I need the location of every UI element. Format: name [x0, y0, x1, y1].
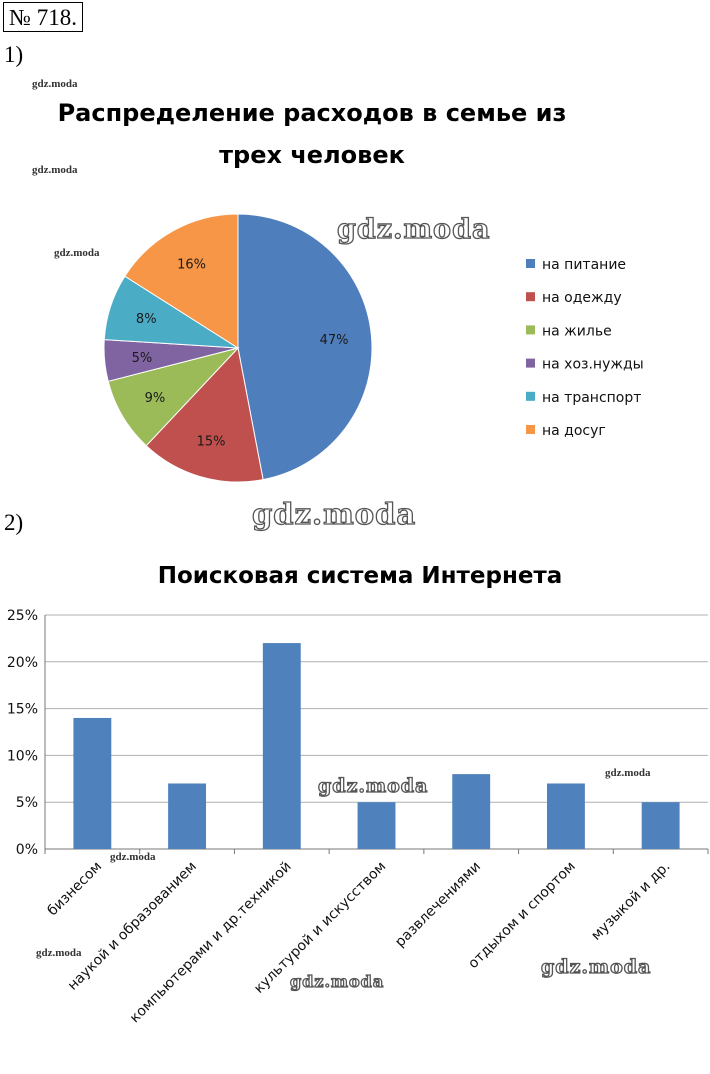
legend-marker [526, 391, 535, 401]
watermark-small: gdz.moda [110, 851, 156, 863]
legend-marker [526, 425, 535, 434]
legend-label: на досуг [542, 423, 606, 439]
bar-chart-title: Поисковая система Интернета [158, 563, 563, 589]
pie-data-label: 15% [197, 435, 226, 450]
legend-marker [526, 292, 535, 302]
legend-label: на жилье [542, 323, 612, 339]
legend-label: на транспорт [542, 390, 641, 406]
legend-marker [526, 325, 535, 335]
watermark-large: gdz.moda [317, 774, 429, 797]
bar [73, 717, 112, 849]
part-label-1: 1) [4, 42, 24, 67]
legend-label: на одежду [542, 290, 622, 306]
part-label-2: 2) [4, 510, 24, 535]
pie-chart: Распределение расходов в семье из трех че… [58, 99, 644, 483]
bar [452, 774, 491, 849]
y-tick-label: 0% [16, 842, 38, 858]
pie-chart-title: трех человек [219, 141, 405, 169]
pie-slice [145, 346, 264, 483]
pie-data-label: 5% [132, 351, 153, 366]
pie-data-label: 9% [145, 391, 166, 406]
x-category-label: музыкой и др. [588, 859, 673, 944]
watermark-small: gdz.moda [32, 164, 78, 176]
legend-marker [526, 358, 535, 368]
watermark-small: gdz.moda [605, 767, 651, 779]
bar [641, 802, 680, 849]
bar [168, 783, 207, 849]
legend-label: на хоз.нужды [542, 357, 644, 373]
watermark-small: gdz.moda [54, 247, 100, 259]
pie-data-label: 16% [177, 257, 206, 272]
x-category-label: развлечениями [392, 859, 484, 951]
pie-data-label: 8% [136, 312, 157, 327]
legend-marker [526, 259, 535, 268]
pie-slice [124, 213, 239, 349]
x-category-label: отдыхом и спортом [465, 859, 578, 972]
y-tick-label: 10% [7, 748, 38, 764]
y-tick-label: 15% [7, 702, 38, 718]
bar [357, 802, 396, 849]
y-tick-label: 20% [7, 655, 38, 671]
legend-label: на питание [542, 257, 626, 273]
pie-chart-title: Распределение расходов в семье из [58, 99, 567, 127]
watermark-large: gdz.moda [540, 955, 652, 978]
x-category-label: бизнесом [45, 859, 106, 920]
watermark-small: gdz.moda [32, 78, 78, 90]
pie-slice [237, 213, 373, 481]
watermark-small: gdz.moda [36, 947, 82, 959]
watermark-large: gdz.moda [289, 971, 385, 991]
x-category-label: компьютерами и др.техникой [127, 859, 295, 1027]
y-tick-label: 5% [16, 795, 38, 811]
pie-data-label: 47% [320, 333, 349, 348]
task-number: № 718. [3, 2, 83, 32]
bar [546, 783, 585, 849]
watermark-large: gdz.moda [251, 496, 417, 531]
y-tick-label: 25% [7, 608, 38, 624]
watermark-large: gdz.moda [336, 213, 491, 245]
bar [262, 643, 301, 849]
